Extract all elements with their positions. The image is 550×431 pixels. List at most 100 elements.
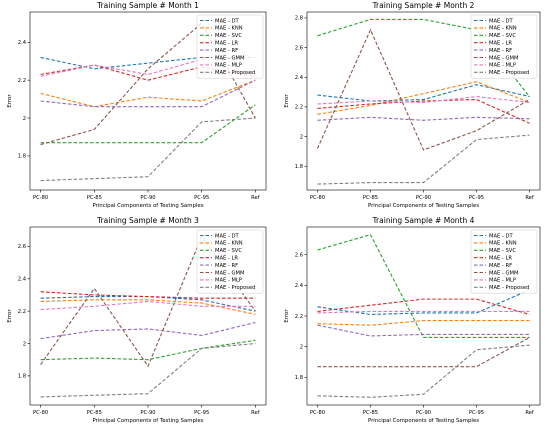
y-tick-label: 1.8	[295, 164, 303, 170]
series-line-mae-dt	[317, 84, 530, 102]
series-line-mae-lr	[317, 298, 530, 315]
legend-label: MAE - LR	[215, 256, 238, 262]
x-tick-label: PC-90	[140, 195, 155, 201]
x-tick-label: PC-90	[416, 195, 431, 201]
y-tick-label: 2.2	[295, 105, 303, 111]
legend-label: MAE - GMM	[215, 270, 244, 276]
series-line-mae-knn	[40, 79, 256, 108]
legend-label: MAE - RF	[215, 263, 238, 269]
y-tick-label: 2	[300, 344, 303, 350]
legend-label: MAE - SVC	[489, 33, 516, 39]
series-line-mae-svc	[40, 339, 256, 361]
series-line-mae-proposed	[317, 134, 530, 185]
series-line-mae-rf	[317, 116, 530, 121]
x-tick-label: Ref	[525, 195, 534, 201]
x-tick-label: Ref	[525, 410, 534, 416]
legend-label: MAE - SVC	[489, 248, 516, 254]
x-tick-label: PC-95	[469, 410, 484, 416]
legend-label: MAE - Proposed	[489, 70, 529, 76]
series-line-mae-lr	[317, 98, 530, 124]
series-line-mae-lr	[40, 291, 256, 299]
x-axis-label: Principal Components of Testing Samples	[92, 203, 203, 209]
x-axis-label: Principal Components of Testing Samples	[368, 203, 479, 209]
y-tick-label: 2	[23, 341, 26, 347]
series-line-mae-svc	[317, 234, 530, 339]
legend-label: MAE - Proposed	[215, 70, 255, 76]
x-tick-label: PC-85	[87, 410, 102, 416]
series-line-mae-rf	[40, 321, 256, 340]
x-tick-label: PC-85	[87, 195, 102, 201]
legend-box	[470, 229, 538, 294]
y-axis-label: Error	[284, 94, 290, 108]
series-line-mae-knn	[317, 320, 530, 326]
x-tick-label: PC-85	[363, 410, 378, 416]
legend-label: MAE - SVC	[215, 248, 242, 254]
series-line-mae-mlp	[40, 300, 256, 311]
y-tick-label: 2.4	[295, 75, 304, 81]
y-tick-label: 2.6	[295, 252, 303, 258]
x-tick-label: PC-90	[416, 410, 431, 416]
legend-box	[196, 229, 264, 294]
legend-label: MAE - LR	[489, 256, 512, 262]
series-line-mae-gmm	[316, 28, 530, 151]
y-tick-label: 2.2	[295, 314, 303, 320]
series-line-mae-gmm	[317, 336, 530, 368]
x-tick-label: PC-85	[363, 195, 378, 201]
y-axis-label: Error	[7, 94, 13, 108]
x-axis-label: Principal Components of Testing Samples	[92, 418, 203, 424]
legend-label: MAE - GMM	[215, 55, 244, 61]
x-tick-label: PC-80	[33, 195, 48, 201]
series-line-mae-mlp	[317, 95, 530, 105]
series-line-mae-proposed	[40, 342, 256, 398]
legend-label: MAE - KNN	[489, 241, 517, 247]
series-line-mae-knn	[317, 81, 530, 115]
legend-box	[196, 14, 264, 79]
series-line-mae-proposed	[40, 117, 256, 182]
chart-title: Training Sample # Month 4	[372, 216, 475, 225]
legend-label: MAE - DT	[489, 18, 513, 24]
chart-title: Training Sample # Month 3	[96, 216, 199, 225]
y-tick-label: 2.2	[18, 309, 26, 315]
y-tick-label: 2.4	[18, 40, 27, 46]
panel-3: Training Sample # Month 3 1.8 2 2.2 2.4 2.6 PC…	[7, 216, 267, 424]
legend-label: MAE - Proposed	[489, 285, 529, 291]
chart-title: Training Sample # Month 1	[96, 1, 199, 10]
legend-label: MAE - RF	[489, 263, 512, 269]
panel-2: Training Sample # Month 2 1.8 2 2.2 2.4 2.6 2.…	[284, 1, 541, 209]
y-tick-label: 1.8	[18, 154, 26, 160]
legend-label: MAE - DT	[215, 233, 239, 239]
legend-label: MAE - DT	[215, 18, 239, 24]
x-tick-label: Ref	[251, 195, 260, 201]
y-tick-label: 2.8	[295, 16, 303, 22]
x-tick-label: PC-95	[194, 410, 209, 416]
panel-4: Training Sample # Month 4 1.8 2 2.2 2.4 2.6 PC…	[284, 216, 541, 424]
x-tick-label: PC-80	[33, 410, 48, 416]
legend-label: MAE - KNN	[489, 26, 517, 32]
series-line-mae-knn	[40, 299, 256, 315]
legend-label: MAE - GMM	[489, 270, 518, 276]
y-axis-label: Error	[7, 309, 13, 323]
y-tick-label: 2.2	[18, 78, 26, 84]
legend-label: MAE - LR	[215, 41, 238, 47]
y-tick-label: 2.6	[18, 244, 26, 250]
y-tick-label: 1.8	[295, 375, 303, 381]
series-line-mae-mlp	[317, 310, 530, 314]
legend-label: MAE - LR	[489, 41, 512, 47]
x-tick-label: PC-95	[469, 195, 484, 201]
x-tick-label: Ref	[251, 410, 260, 416]
series-line-mae-rf	[317, 324, 530, 337]
x-axis-label: Principal Components of Testing Samples	[368, 418, 479, 424]
x-tick-label: PC-90	[140, 410, 155, 416]
legend-label: MAE - MLP	[215, 63, 242, 69]
legend-label: MAE - RF	[215, 48, 238, 54]
legend-label: MAE - GMM	[489, 55, 518, 61]
legend-box	[470, 14, 538, 79]
x-tick-label: PC-80	[310, 410, 325, 416]
legend-label: MAE - RF	[489, 48, 512, 54]
